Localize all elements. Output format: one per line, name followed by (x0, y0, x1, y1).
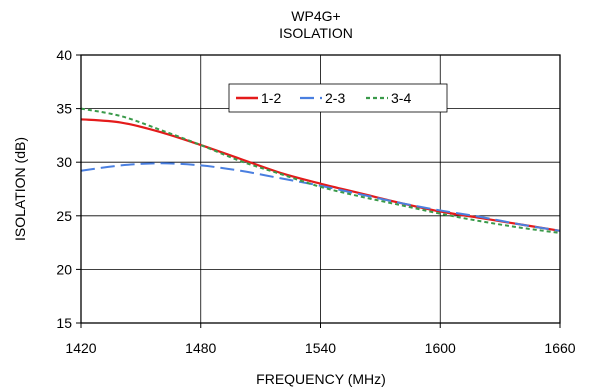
tick-labels: 15 20 25 30 35 40 1420 1480 1540 1600 1660 (56, 47, 575, 356)
y-tick-label: 35 (56, 101, 72, 117)
legend-entry: 3-4 (391, 90, 411, 106)
y-axis-label: ISOLATION (dB) (12, 137, 28, 241)
x-tick-label: 1600 (425, 340, 456, 356)
y-tick-label: 20 (56, 261, 72, 277)
y-tick-label: 30 (56, 154, 72, 170)
y-tick-label: 15 (56, 315, 72, 331)
series-line-2-3 (80, 162, 561, 232)
legend-box (228, 83, 448, 113)
x-tick-label: 1540 (305, 340, 336, 356)
legend-entry: 2-3 (325, 90, 345, 106)
legend: 1-2 2-3 3-4 (228, 83, 448, 113)
x-tick-label: 1480 (185, 340, 216, 356)
x-tick-label: 1420 (65, 340, 96, 356)
y-tick-label: 40 (56, 47, 72, 63)
y-tick-label: 25 (56, 208, 72, 224)
legend-entry: 1-2 (261, 90, 281, 106)
chart-subtitle: ISOLATION (279, 25, 353, 41)
series-line-3-4 (80, 107, 561, 234)
x-tick-label: 1660 (544, 340, 575, 356)
series-lines (80, 107, 561, 234)
x-axis-label: FREQUENCY (MHz) (256, 371, 386, 387)
series-line-1-2 (80, 118, 561, 232)
chart-title: WP4G+ (291, 8, 340, 24)
